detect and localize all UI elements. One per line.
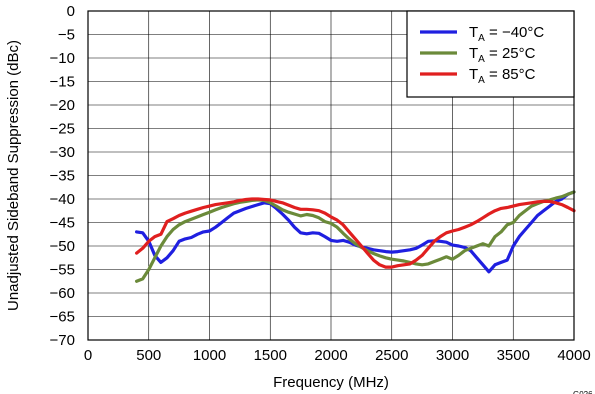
legend-label-0: TA = −40°C bbox=[469, 24, 544, 44]
y-tick-label: −20 bbox=[50, 97, 75, 114]
y-tick-label: −10 bbox=[50, 50, 75, 67]
legend: TA = −40°CTA = 25°CTA = 85°C bbox=[406, 10, 575, 98]
x-tick-label: 3000 bbox=[436, 347, 469, 364]
series-lines bbox=[135, 190, 576, 283]
y-tick-label: −60 bbox=[50, 285, 75, 302]
legend-label-2: TA = 85°C bbox=[469, 66, 536, 86]
y-tick-label: −25 bbox=[50, 121, 75, 138]
y-tick-label: −65 bbox=[50, 309, 75, 326]
y-tick-label: −40 bbox=[50, 191, 75, 208]
x-tick-label: 1500 bbox=[254, 347, 287, 364]
y-axis-title: Unadjusted Sideband Suppression (dBc) bbox=[5, 40, 22, 311]
y-tick-label: −70 bbox=[50, 332, 75, 349]
y-tick-label: −50 bbox=[50, 238, 75, 255]
x-tick-label: 0 bbox=[84, 347, 92, 364]
figure-id: G026 bbox=[573, 390, 593, 394]
legend-label-1: TA = 25°C bbox=[469, 45, 536, 65]
y-tick-label: 0 bbox=[67, 3, 75, 20]
x-tick-label: 500 bbox=[136, 347, 161, 364]
y-tick-label: −5 bbox=[58, 27, 75, 44]
x-tick-label: 2500 bbox=[375, 347, 408, 364]
y-tick-label: −30 bbox=[50, 144, 75, 161]
y-tick-label: −15 bbox=[50, 74, 75, 91]
plot-frame bbox=[87, 10, 575, 341]
y-tick-label: −45 bbox=[50, 215, 75, 232]
x-tick-label: 2000 bbox=[314, 347, 347, 364]
series-line-1 bbox=[135, 190, 576, 283]
y-tick-label: −35 bbox=[50, 168, 75, 185]
x-axis-title: Frequency (MHz) bbox=[273, 374, 389, 391]
y-tick-labels: 0 −5 −10 −15 −20 −25 −30 −35 −40 −45 −50 −55 −60 −65 −… bbox=[50, 3, 75, 349]
x-tick-label: 1000 bbox=[193, 347, 226, 364]
series-line-2 bbox=[135, 197, 576, 269]
x-tick-label: 3500 bbox=[497, 347, 530, 364]
y-tick-label: −55 bbox=[50, 262, 75, 279]
x-tick-label: 4000 bbox=[557, 347, 590, 364]
x-tick-labels: 0 500 1000 1500 2000 2500 3000 3500 4000 bbox=[84, 347, 591, 364]
